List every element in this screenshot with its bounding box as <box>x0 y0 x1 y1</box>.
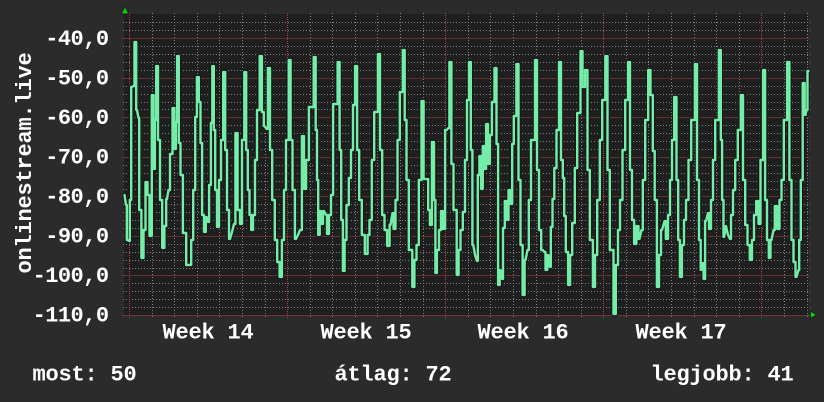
svg-text:Week 15: Week 15 <box>320 321 411 346</box>
svg-text:-90,0: -90,0 <box>45 225 108 250</box>
svg-text:-100,0: -100,0 <box>33 264 109 289</box>
svg-text:Week 14: Week 14 <box>162 321 253 346</box>
svg-text:-110,0: -110,0 <box>33 304 109 329</box>
svg-text:most: 50: most: 50 <box>33 363 137 388</box>
svg-text:-50,0: -50,0 <box>45 67 108 92</box>
svg-text:-60,0: -60,0 <box>45 106 108 131</box>
svg-text:átlag: 72: átlag: 72 <box>335 363 452 388</box>
svg-text:-40,0: -40,0 <box>45 27 108 52</box>
svg-text:-80,0: -80,0 <box>45 185 108 210</box>
svg-text:-70,0: -70,0 <box>45 146 108 171</box>
svg-text:onlinestream.live: onlinestream.live <box>13 52 38 273</box>
svg-text:Week 16: Week 16 <box>477 321 568 346</box>
svg-text:Week 17: Week 17 <box>635 321 726 346</box>
svg-text:legjobb: 41: legjobb: 41 <box>651 363 794 388</box>
